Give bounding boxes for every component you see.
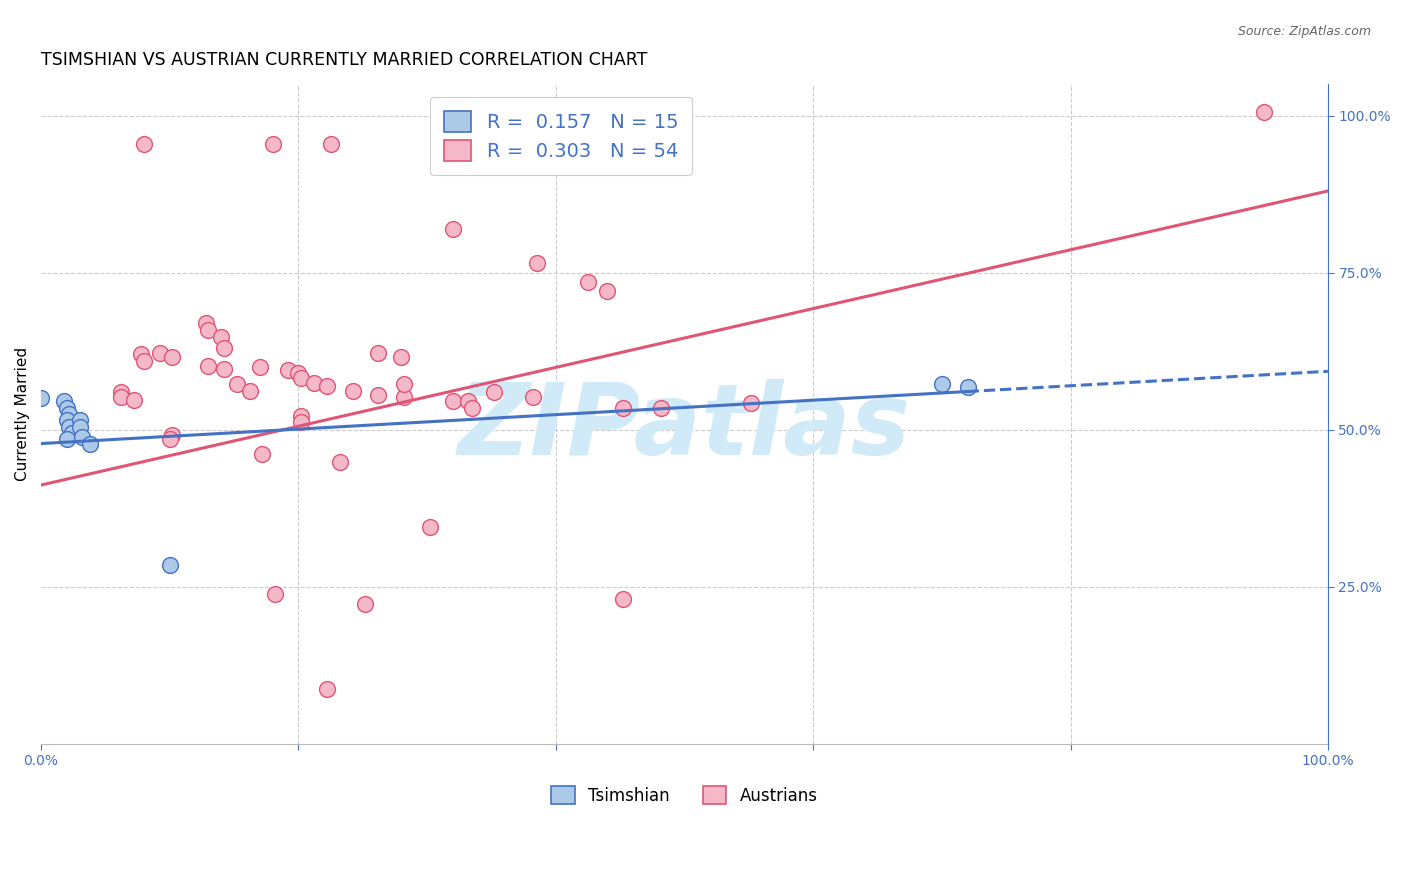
Point xyxy=(264,587,287,601)
Point xyxy=(69,419,91,434)
Point xyxy=(457,394,479,409)
Point xyxy=(132,353,155,368)
Point xyxy=(30,392,52,406)
Point xyxy=(239,384,262,398)
Point xyxy=(60,425,83,440)
Point xyxy=(612,592,634,607)
Point xyxy=(162,427,184,442)
Point xyxy=(197,323,219,337)
Point xyxy=(159,432,181,446)
Point xyxy=(290,409,312,423)
Point xyxy=(262,136,284,151)
Text: ZIPatlas: ZIPatlas xyxy=(458,379,911,475)
Point xyxy=(252,447,274,461)
Point xyxy=(392,390,415,404)
Y-axis label: Currently Married: Currently Married xyxy=(15,347,30,481)
Point xyxy=(740,396,762,410)
Point xyxy=(319,136,342,151)
Point xyxy=(650,401,672,415)
Point xyxy=(53,394,76,409)
Point xyxy=(194,316,217,330)
Point xyxy=(522,390,544,404)
Point xyxy=(72,430,94,444)
Point xyxy=(249,359,271,374)
Point xyxy=(315,681,337,696)
Point xyxy=(392,377,415,392)
Point xyxy=(482,384,505,399)
Point xyxy=(302,376,325,390)
Point xyxy=(367,346,389,360)
Point xyxy=(342,384,364,398)
Point xyxy=(148,346,170,360)
Point xyxy=(132,136,155,151)
Point xyxy=(441,221,464,235)
Point xyxy=(277,363,299,377)
Point xyxy=(110,390,132,404)
Point xyxy=(110,384,132,399)
Point xyxy=(212,361,235,376)
Point xyxy=(197,359,219,373)
Point xyxy=(131,347,153,361)
Point xyxy=(931,377,953,392)
Point xyxy=(212,341,235,355)
Point xyxy=(315,378,337,392)
Point xyxy=(290,415,312,429)
Point xyxy=(56,401,79,415)
Point xyxy=(69,413,91,427)
Point xyxy=(162,351,184,365)
Point xyxy=(391,351,413,365)
Point xyxy=(290,371,312,385)
Point xyxy=(209,329,232,343)
Point xyxy=(58,407,80,421)
Point xyxy=(79,436,101,450)
Point xyxy=(287,366,309,380)
Point xyxy=(461,401,484,415)
Text: Source: ZipAtlas.com: Source: ZipAtlas.com xyxy=(1237,25,1371,38)
Point xyxy=(58,419,80,434)
Point xyxy=(526,256,548,270)
Point xyxy=(367,388,389,402)
Point xyxy=(354,598,377,612)
Point xyxy=(225,377,247,392)
Point xyxy=(576,275,599,289)
Point xyxy=(56,413,79,427)
Point xyxy=(159,558,181,572)
Point xyxy=(441,394,464,409)
Point xyxy=(122,392,145,407)
Point xyxy=(329,455,352,469)
Point xyxy=(596,285,619,299)
Point xyxy=(1253,105,1275,120)
Legend: Tsimshian, Austrians: Tsimshian, Austrians xyxy=(544,780,824,812)
Point xyxy=(956,380,979,394)
Point xyxy=(612,401,634,415)
Point xyxy=(56,432,79,446)
Text: TSIMSHIAN VS AUSTRIAN CURRENTLY MARRIED CORRELATION CHART: TSIMSHIAN VS AUSTRIAN CURRENTLY MARRIED … xyxy=(41,51,648,69)
Point xyxy=(419,520,441,534)
